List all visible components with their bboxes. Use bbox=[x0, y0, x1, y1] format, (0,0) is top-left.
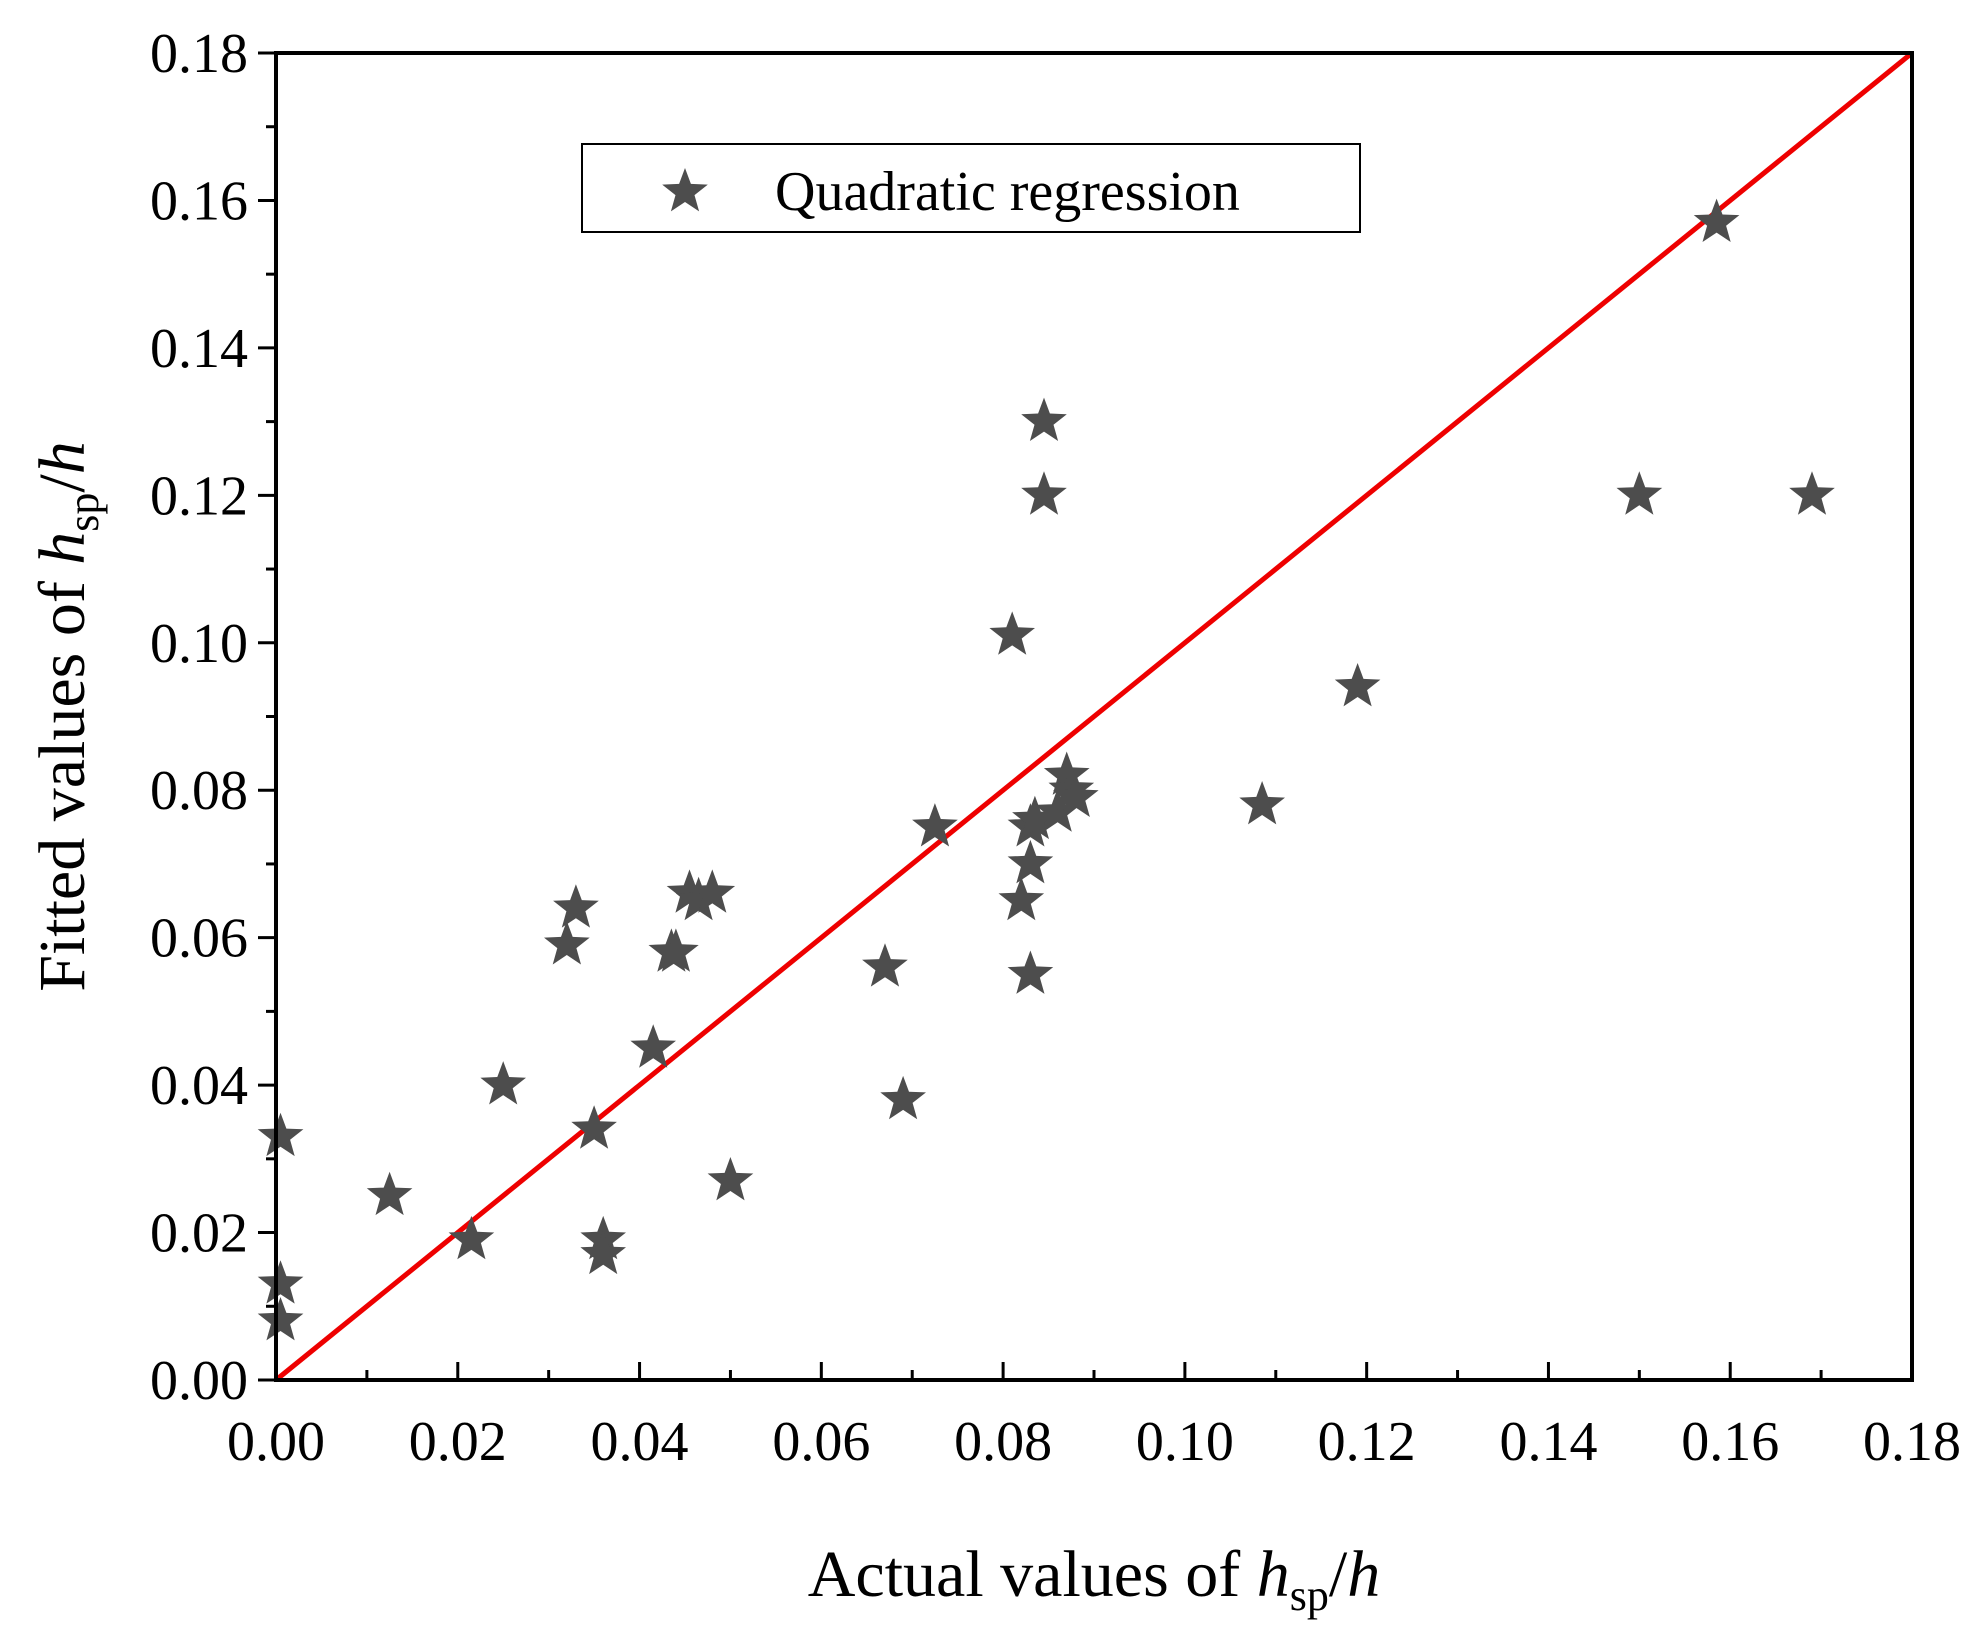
x-tick-label: 0.04 bbox=[591, 1411, 689, 1473]
plot-frame bbox=[274, 51, 1914, 1382]
data-point-star bbox=[666, 869, 713, 913]
y-tick-label: 0.06 bbox=[150, 908, 248, 970]
legend-star-marker bbox=[662, 168, 708, 212]
reference-line-layer bbox=[274, 51, 1914, 1382]
data-point-star bbox=[571, 1105, 617, 1149]
data-point-star bbox=[1043, 751, 1090, 795]
data-points bbox=[257, 198, 1835, 1341]
data-point-star bbox=[653, 928, 699, 972]
data-point-star bbox=[580, 1230, 626, 1275]
x-tick-label: 0.12 bbox=[1318, 1411, 1416, 1473]
data-point-star bbox=[257, 1260, 304, 1304]
x-axis-title-slash: / bbox=[1329, 1538, 1348, 1611]
x-tick-label: 0.18 bbox=[1863, 1411, 1961, 1473]
data-point-star bbox=[1239, 781, 1285, 825]
data-point-star bbox=[862, 943, 908, 987]
data-point-star bbox=[630, 1024, 676, 1068]
data-point-star bbox=[1021, 397, 1067, 441]
x-axis-title-var: h bbox=[1257, 1538, 1290, 1611]
x-axis-title: Actual values of hsp/h bbox=[808, 1538, 1380, 1620]
data-point-star bbox=[989, 611, 1035, 655]
x-tick-label: 0.02 bbox=[409, 1411, 507, 1473]
data-point-star bbox=[544, 921, 590, 965]
legend-box bbox=[581, 143, 1361, 233]
data-point-star bbox=[1334, 663, 1381, 707]
data-point-star bbox=[553, 884, 599, 928]
y-tick-label: 0.10 bbox=[150, 613, 248, 675]
x-tick-labels: 0.00 0.02 0.04 0.06 0.08 0.10 0.12 0.14 0.16 0.18 bbox=[227, 1411, 1961, 1473]
y-axis-title-slash: / bbox=[26, 474, 99, 493]
x-axis-title-prefix: Actual values of bbox=[808, 1538, 1257, 1611]
data-point-star bbox=[1693, 198, 1740, 242]
x-tick-label: 0.14 bbox=[1499, 1411, 1597, 1473]
data-point-star bbox=[1007, 839, 1054, 884]
x-tick-label: 0.10 bbox=[1136, 1411, 1234, 1473]
data-point-star bbox=[448, 1215, 495, 1260]
x-tick-label: 0.16 bbox=[1681, 1411, 1779, 1473]
y-axis-title-var2: h bbox=[26, 441, 99, 474]
y-tick-label: 0.18 bbox=[150, 23, 248, 85]
x-tick-label: 0.08 bbox=[954, 1411, 1052, 1473]
x-axis-title-var2: h bbox=[1347, 1538, 1380, 1611]
legend: Quadratic regression bbox=[581, 143, 1361, 233]
x-tick-label: 0.00 bbox=[227, 1411, 325, 1473]
y-tick-label: 0.08 bbox=[150, 760, 248, 822]
y-axis-title-var: h bbox=[26, 532, 99, 565]
y-tick-label: 0.02 bbox=[150, 1203, 248, 1265]
x-axis-title-sub: sp bbox=[1290, 1571, 1329, 1620]
data-point-star bbox=[257, 1297, 304, 1341]
data-point-star bbox=[1053, 773, 1099, 817]
data-point-star bbox=[998, 876, 1045, 921]
data-point-star bbox=[880, 1075, 926, 1120]
y-axis-title-prefix: Fitted values of bbox=[26, 565, 99, 992]
legend-label: Quadratic regression bbox=[775, 161, 1240, 223]
data-point-star bbox=[366, 1171, 413, 1216]
y-tick-label: 0.04 bbox=[150, 1055, 248, 1117]
y-tick-label: 0.16 bbox=[150, 170, 248, 232]
x-tick-label: 0.06 bbox=[772, 1411, 870, 1473]
data-point-star bbox=[912, 803, 958, 847]
y-tick-label: 0.12 bbox=[150, 465, 248, 527]
data-point-star bbox=[1012, 795, 1058, 840]
data-point-star bbox=[1007, 950, 1054, 994]
data-point-star bbox=[1789, 471, 1835, 515]
y-tick-label: 0.00 bbox=[150, 1350, 248, 1412]
data-point-star bbox=[1021, 471, 1067, 515]
data-point-star bbox=[707, 1157, 754, 1201]
y-axis-title: Fitted values of hsp/h bbox=[26, 441, 108, 992]
data-point-star bbox=[257, 1112, 304, 1157]
data-point-star bbox=[1616, 471, 1663, 515]
data-point-star bbox=[1034, 788, 1081, 832]
data-point-star bbox=[480, 1061, 526, 1105]
y-axis-title-sub: sp bbox=[59, 493, 108, 532]
y-tick-labels: 0.00 0.02 0.04 0.06 0.08 0.10 0.12 0.14 0.16 0.18 bbox=[150, 23, 248, 1412]
y-tick-label: 0.14 bbox=[150, 318, 248, 380]
data-point-star bbox=[689, 869, 736, 913]
reference-line bbox=[274, 51, 1914, 1382]
data-point-star bbox=[675, 876, 722, 921]
